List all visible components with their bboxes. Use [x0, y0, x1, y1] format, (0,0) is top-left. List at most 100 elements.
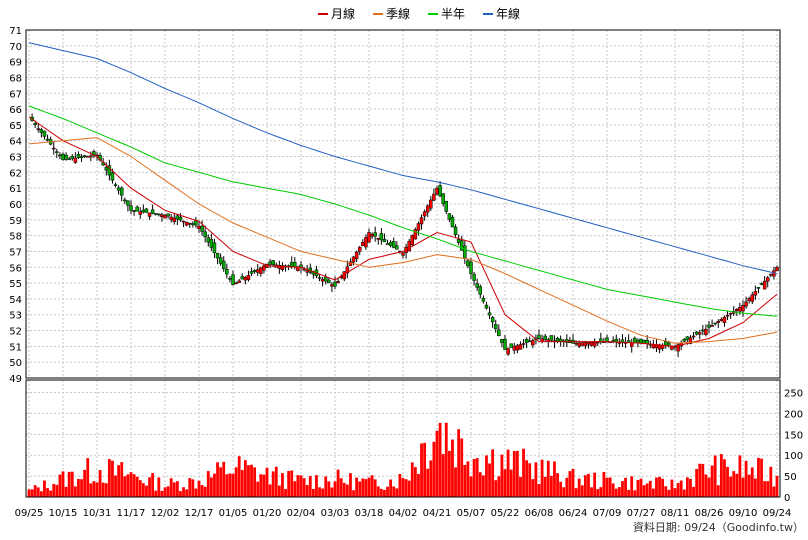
- volume-bar: [528, 463, 532, 497]
- volume-bar: [349, 473, 352, 497]
- volume-bar: [599, 487, 603, 497]
- volume-bar: [537, 484, 541, 497]
- candle-up: [197, 225, 201, 229]
- volume-bar: [426, 468, 430, 497]
- candle-up: [657, 344, 662, 350]
- candle-up: [246, 275, 251, 280]
- x-tick-label: 06/24: [559, 508, 588, 519]
- candle-down: [490, 317, 495, 323]
- volume-bar: [104, 483, 108, 497]
- candle-up: [769, 273, 773, 276]
- volume-bar: [719, 454, 723, 497]
- candle-up: [237, 280, 241, 283]
- candle-up: [364, 237, 368, 248]
- volume-bar: [583, 475, 587, 497]
- volume-bar: [206, 471, 210, 497]
- volume-bar: [648, 480, 652, 497]
- candle-up: [51, 147, 56, 150]
- x-tick-label: 02/04: [287, 508, 316, 519]
- volume-bar: [243, 460, 247, 497]
- candle-up: [416, 223, 421, 231]
- candle-up: [376, 237, 381, 240]
- candle-up: [429, 199, 433, 209]
- volume-bar: [633, 490, 637, 497]
- volume-bar: [488, 463, 491, 497]
- volume-bar: [661, 478, 665, 497]
- candle-down: [759, 283, 764, 285]
- volume-bar: [605, 477, 609, 497]
- volume-bar: [750, 467, 754, 497]
- volume-bar: [463, 464, 467, 497]
- candle-down: [379, 233, 384, 241]
- candle-up: [747, 298, 751, 301]
- candlesticks: [30, 113, 779, 358]
- x-tick-label: 03/18: [355, 508, 384, 519]
- candle-down: [663, 341, 668, 346]
- volume-bar: [284, 489, 287, 497]
- candle-down: [215, 253, 220, 259]
- volume-bar: [277, 485, 281, 497]
- candle-down: [289, 262, 294, 267]
- volume-bar: [577, 478, 581, 497]
- volume-bar: [234, 467, 238, 497]
- volume-bar: [624, 477, 627, 497]
- candle-up: [160, 214, 164, 218]
- candle-up: [169, 216, 173, 221]
- price-tick-label: 59: [9, 216, 22, 227]
- volume-bar: [274, 466, 278, 497]
- volume-bar: [61, 471, 65, 497]
- candle-down: [209, 239, 214, 248]
- price-tick-label: 67: [9, 89, 22, 100]
- candle-down: [549, 335, 554, 341]
- volume-bar: [163, 487, 167, 497]
- volume-bar: [175, 481, 179, 497]
- volume-bar: [417, 473, 420, 497]
- volume-bar: [593, 472, 597, 497]
- candle-down: [58, 154, 62, 157]
- volume-bar: [145, 485, 148, 497]
- candle-up: [422, 211, 427, 217]
- candle-down: [453, 226, 458, 236]
- volume-bar: [33, 485, 37, 497]
- candle-down: [438, 185, 442, 197]
- volume-bar: [747, 474, 751, 497]
- candle-up: [163, 214, 167, 219]
- volume-bar: [562, 487, 566, 497]
- price-tick-label: 70: [9, 42, 22, 53]
- volume-bar: [265, 467, 269, 497]
- candle-up: [243, 276, 248, 281]
- candle-up: [401, 252, 405, 256]
- volume-bar: [506, 449, 510, 497]
- candle-up: [580, 342, 585, 346]
- volume-bar: [135, 476, 139, 497]
- candle-up: [515, 345, 520, 351]
- volume-bar: [43, 480, 46, 497]
- candle-down: [469, 261, 473, 274]
- volume-bar: [769, 466, 773, 497]
- legend: 月線 季線 半年 年線: [318, 6, 520, 21]
- volume-bar: [95, 482, 99, 497]
- price-tick-label: 64: [9, 137, 22, 148]
- volume-bar: [590, 487, 593, 497]
- volume-bar: [89, 483, 93, 497]
- price-tick-label: 66: [9, 105, 22, 116]
- candle-up: [181, 220, 186, 223]
- volume-bar: [342, 482, 346, 497]
- volume-bars: [27, 422, 779, 497]
- volume-bar: [679, 480, 683, 497]
- candle-down: [481, 297, 486, 302]
- volume-bar: [723, 459, 726, 497]
- candle-down: [76, 154, 81, 158]
- candle-down: [293, 261, 297, 267]
- candle-up: [574, 342, 578, 345]
- volume-bar: [345, 484, 349, 497]
- volume-bar: [692, 486, 695, 497]
- volume-bar: [228, 473, 232, 497]
- volume-bar: [621, 481, 624, 497]
- volume-bar: [336, 469, 340, 497]
- volume-bar: [86, 458, 90, 497]
- candle-up: [357, 246, 362, 252]
- volume-bar: [268, 484, 272, 497]
- volume-bar: [191, 479, 195, 497]
- candle-down: [327, 279, 331, 284]
